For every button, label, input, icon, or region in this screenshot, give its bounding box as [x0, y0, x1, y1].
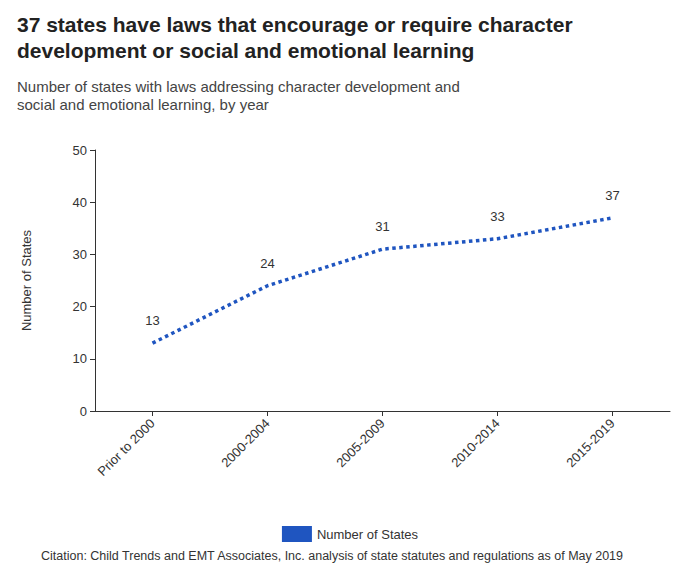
svg-text:31: 31: [375, 219, 389, 234]
svg-text:2015-2019: 2015-2019: [563, 416, 618, 471]
svg-text:Citation: Child Trends and EMT: Citation: Child Trends and EMT Associate…: [41, 549, 623, 563]
svg-text:2005-2009: 2005-2009: [333, 416, 388, 471]
svg-text:Number of States: Number of States: [317, 527, 419, 542]
svg-text:Prior to 2000: Prior to 2000: [95, 416, 158, 479]
svg-text:30: 30: [73, 247, 87, 262]
svg-text:2000-2004: 2000-2004: [218, 416, 273, 471]
svg-text:33: 33: [490, 209, 504, 224]
svg-text:37 states have laws that encou: 37 states have laws that encourage or re…: [17, 13, 578, 36]
svg-text:50: 50: [73, 143, 87, 158]
svg-text:Number of States: Number of States: [19, 229, 34, 331]
svg-text:development or social and emot: development or social and emotional lear…: [17, 39, 474, 62]
svg-text:0: 0: [80, 404, 87, 419]
svg-text:37: 37: [605, 188, 619, 203]
svg-text:24: 24: [260, 256, 274, 271]
svg-text:2010-2014: 2010-2014: [448, 416, 503, 471]
svg-text:20: 20: [73, 299, 87, 314]
svg-text:13: 13: [145, 313, 159, 328]
svg-text:Number of states with laws add: Number of states with laws addressing ch…: [17, 78, 464, 95]
svg-text:40: 40: [73, 195, 87, 210]
svg-text:social and emotional learning,: social and emotional learning, by year: [17, 96, 269, 113]
svg-text:10: 10: [73, 351, 87, 366]
